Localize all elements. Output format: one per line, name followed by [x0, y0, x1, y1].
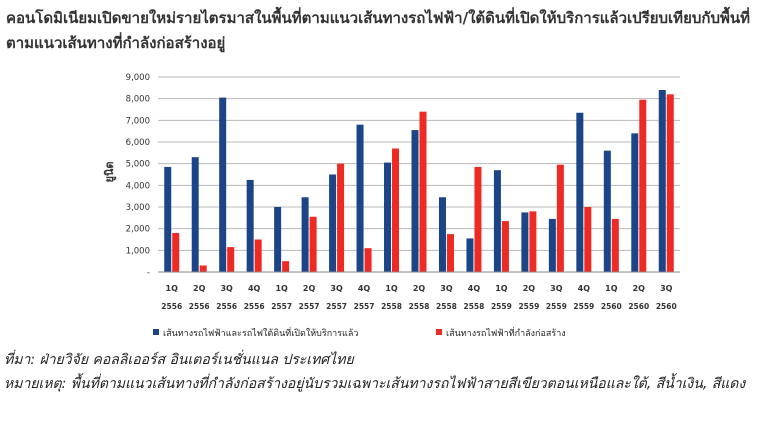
- bar-series-open: [493, 170, 501, 272]
- bar-series-construction: [639, 99, 647, 272]
- x-tick-year: 2557: [354, 302, 375, 311]
- bar-series-open: [466, 238, 474, 272]
- source-note: ที่มา: ฝ่ายวิจัย คอลลิเออร์ส อินเตอร์เนช…: [4, 352, 354, 368]
- x-tick-year: 2558: [464, 302, 485, 311]
- bar-series-open: [658, 90, 666, 272]
- bar-series-construction: [529, 211, 537, 272]
- x-tick-quarter: 3Q: [330, 284, 343, 293]
- bar-series-construction: [446, 234, 454, 272]
- bar-series-construction: [364, 248, 372, 272]
- x-tick-quarter: 3Q: [660, 284, 673, 293]
- x-tick-year: 2558: [436, 302, 457, 311]
- x-tick-year: 2558: [381, 302, 402, 311]
- legend-swatch: [153, 329, 159, 335]
- x-tick-quarter: 3Q: [220, 284, 233, 293]
- bar-series-construction: [309, 216, 317, 272]
- y-tick-label: -: [147, 268, 150, 278]
- bar-series-construction: [227, 247, 235, 272]
- x-tick-year: 2558: [409, 302, 430, 311]
- x-tick-year: 2559: [546, 302, 567, 311]
- legend-label: เส้นทางรถไฟฟ้าและรถไฟใต้ดินที่เปิดให้บริ…: [163, 326, 358, 339]
- x-tick-quarter: 4Q: [468, 284, 481, 293]
- y-tick-label: 4,000: [126, 181, 150, 191]
- bar-series-open: [411, 130, 419, 272]
- bar-series-open: [164, 166, 172, 272]
- bar-series-open: [301, 197, 309, 272]
- x-tick-year: 2559: [573, 302, 594, 311]
- bar-series-open: [576, 112, 584, 272]
- x-tick-year: 2560: [601, 302, 622, 311]
- chart-title: คอนโดมิเนียมเปิดขายใหม่รายไตรมาสในพื้นที…: [6, 9, 751, 52]
- x-tick-year: 2560: [656, 302, 677, 311]
- legend-label: เส้นทางรถไฟฟ้าที่กำลังก่อสร้าง: [446, 326, 566, 339]
- x-tick-quarter: 3Q: [550, 284, 563, 293]
- bar-series-open: [603, 150, 611, 272]
- bar-series-construction: [611, 218, 619, 272]
- y-tick-label: 5,000: [126, 160, 150, 170]
- y-axis-label: ยูนิต: [103, 161, 117, 182]
- bar-series-construction: [254, 239, 262, 272]
- bar-series-construction: [199, 265, 207, 272]
- x-tick-quarter: 2Q: [413, 284, 426, 293]
- y-tick-label: 1,000: [126, 246, 150, 256]
- y-tick-label: 6,000: [126, 138, 150, 148]
- x-tick-year: 2556: [244, 302, 265, 311]
- x-tick-year: 2557: [326, 302, 347, 311]
- bar-series-construction: [282, 261, 290, 272]
- x-tick-year: 2560: [628, 302, 649, 311]
- bar-series-open: [548, 218, 556, 272]
- x-tick-year: 2557: [271, 302, 292, 311]
- x-tick-year: 2559: [518, 302, 539, 311]
- bar-series-open: [246, 179, 254, 272]
- x-tick-quarter: 4Q: [578, 284, 591, 293]
- bar-series-construction: [501, 221, 509, 272]
- y-tick-label: 9,000: [126, 73, 150, 83]
- bar-series-open: [631, 133, 639, 272]
- bar-series-construction: [474, 166, 482, 272]
- remark-note: หมายเหตุ: พื้นที่ตามแนวเส้นทางที่กำลังก่…: [4, 376, 746, 392]
- x-tick-quarter: 2Q: [523, 284, 536, 293]
- bar-series-construction: [419, 111, 427, 273]
- x-tick-quarter: 2Q: [303, 284, 316, 293]
- x-tick-quarter: 4Q: [248, 284, 261, 293]
- legend-swatch: [436, 329, 442, 335]
- x-tick-quarter: 3Q: [440, 284, 453, 293]
- y-tick-label: 2,000: [126, 225, 150, 235]
- bar-series-open: [438, 197, 446, 272]
- y-tick-label: 8,000: [126, 95, 150, 105]
- bar-series-construction: [337, 163, 345, 272]
- y-tick-label: 3,000: [126, 203, 150, 213]
- x-tick-quarter: 1Q: [495, 284, 508, 293]
- x-tick-quarter: 4Q: [358, 284, 371, 293]
- x-tick-quarter: 1Q: [166, 284, 179, 293]
- bar-series-construction: [392, 148, 400, 272]
- bar-series-open: [521, 212, 529, 272]
- x-tick-quarter: 1Q: [385, 284, 398, 293]
- x-tick-quarter: 2Q: [193, 284, 206, 293]
- x-tick-year: 2557: [299, 302, 320, 311]
- bar-series-open: [329, 174, 337, 272]
- bar-series-construction: [556, 164, 564, 272]
- x-tick-year: 2556: [161, 302, 182, 311]
- x-tick-year: 2556: [216, 302, 237, 311]
- x-tick-quarter: 1Q: [605, 284, 618, 293]
- x-tick-quarter: 1Q: [275, 284, 288, 293]
- bar-series-construction: [584, 207, 592, 272]
- bar-series-open: [219, 97, 227, 272]
- footnotes: ที่มา: ฝ่ายวิจัย คอลลิเออร์ส อินเตอร์เนช…: [4, 348, 774, 396]
- x-tick-year: 2559: [491, 302, 512, 311]
- bar-series-construction: [172, 233, 180, 272]
- bar-series-open: [356, 124, 364, 273]
- bar-series-open: [384, 162, 392, 272]
- bar-series-open: [191, 157, 199, 272]
- bar-series-construction: [666, 94, 674, 272]
- bar-series-open: [274, 207, 282, 272]
- x-tick-year: 2556: [189, 302, 210, 311]
- y-tick-label: 7,000: [126, 116, 150, 126]
- x-tick-quarter: 2Q: [633, 284, 646, 293]
